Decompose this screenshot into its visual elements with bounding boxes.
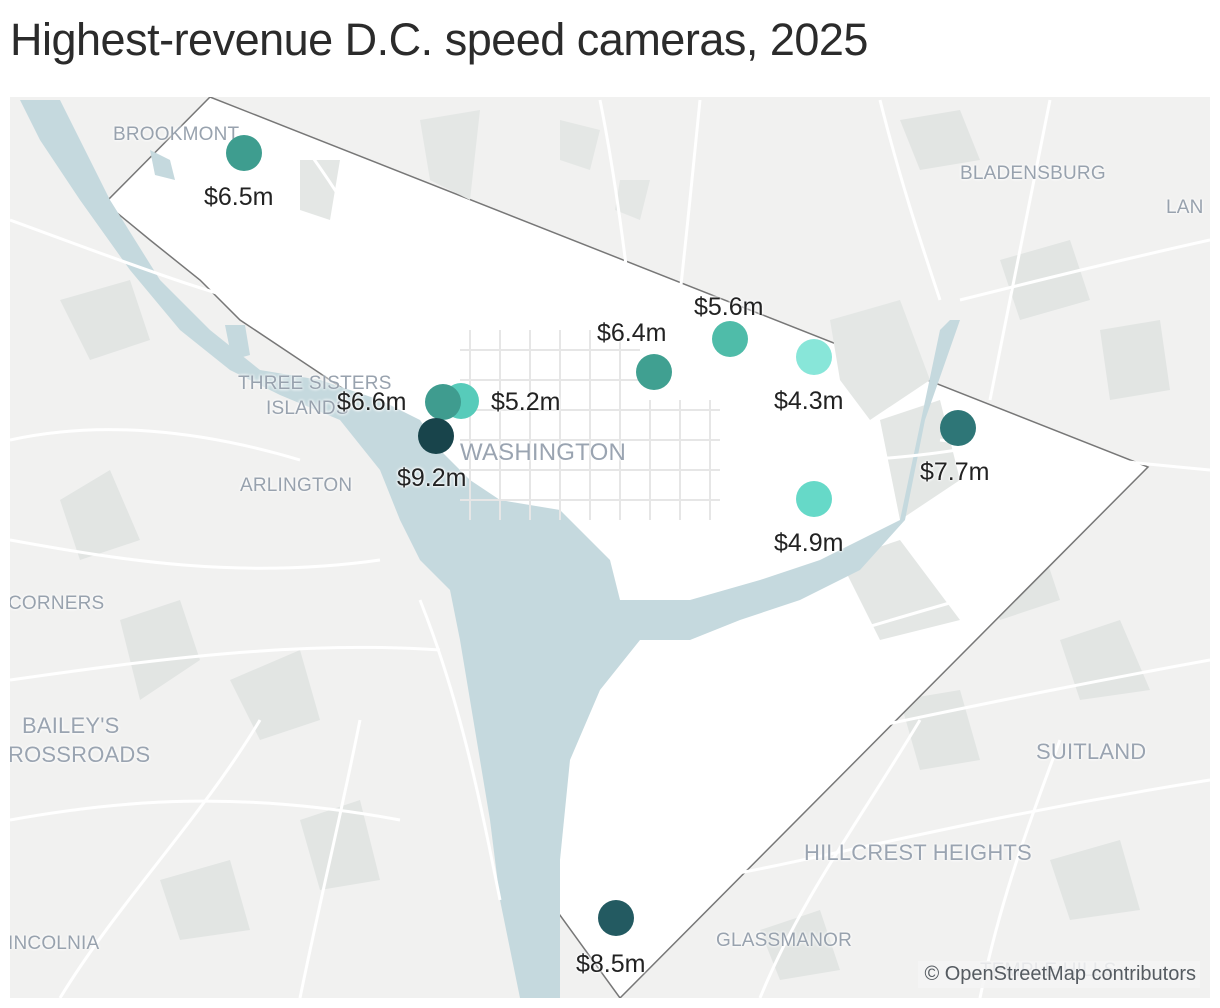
place-label-landover: LAN [1166,197,1204,218]
camera-marker-6-4m[interactable] [636,354,672,390]
camera-marker-7-7m[interactable] [940,410,976,446]
place-label-islands: ISLANDS [266,398,349,419]
camera-marker-8-5m[interactable] [598,900,634,936]
place-label-crossroads: ROSSROADS [10,742,151,767]
place-label-hillcrest-heights: HILLCREST HEIGHTS [804,840,1032,865]
camera-value-4-3m: $4.3m [774,387,844,415]
camera-value-5-2m: $5.2m [491,388,561,416]
camera-marker-4-3m[interactable] [796,339,832,375]
place-label-lincolnia: INCOLNIA [10,933,100,954]
map-canvas[interactable]: BROOKMONT BLADENSBURG LAN THREE SISTERS … [10,97,1210,998]
place-label-arlington: ARLINGTON [240,475,353,496]
place-label-brookmont: BROOKMONT [113,124,240,145]
place-label-glassmanor: GLASSMANOR [716,930,853,951]
map-attribution[interactable]: © OpenStreetMap contributors [918,961,1200,988]
water-bodies [20,100,960,998]
camera-value-4-9m: $4.9m [774,529,844,557]
place-label-baileys: BAILEY'S [22,713,120,738]
camera-value-7-7m: $7.7m [920,458,990,486]
camera-value-6-4m: $6.4m [597,319,667,347]
camera-marker-9-2m[interactable] [418,418,454,454]
place-label-three-sisters: THREE SISTERS [238,373,392,394]
place-label-washington: WASHINGTON [460,439,627,466]
camera-value-6-5m: $6.5m [204,183,274,211]
road-network [10,99,1210,998]
camera-marker-6-5m[interactable] [226,135,262,171]
place-label-bladensburg: BLADENSBURG [960,163,1106,184]
place-label-suitland: SUITLAND [1036,739,1147,764]
chart-title: Highest-revenue D.C. speed cameras, 2025 [10,14,868,65]
camera-value-8-5m: $8.5m [576,950,646,978]
downtown-grid [460,330,720,520]
camera-value-6-6m: $6.6m [337,388,407,416]
camera-marker-5-6m[interactable] [712,321,748,357]
camera-marker-4-9m[interactable] [796,481,832,517]
place-label-corners: CORNERS [10,593,105,614]
basemap [10,97,1210,998]
camera-marker-6-6m[interactable] [425,384,461,420]
camera-value-5-6m: $5.6m [694,293,764,321]
camera-value-9-2m: $9.2m [397,464,467,492]
